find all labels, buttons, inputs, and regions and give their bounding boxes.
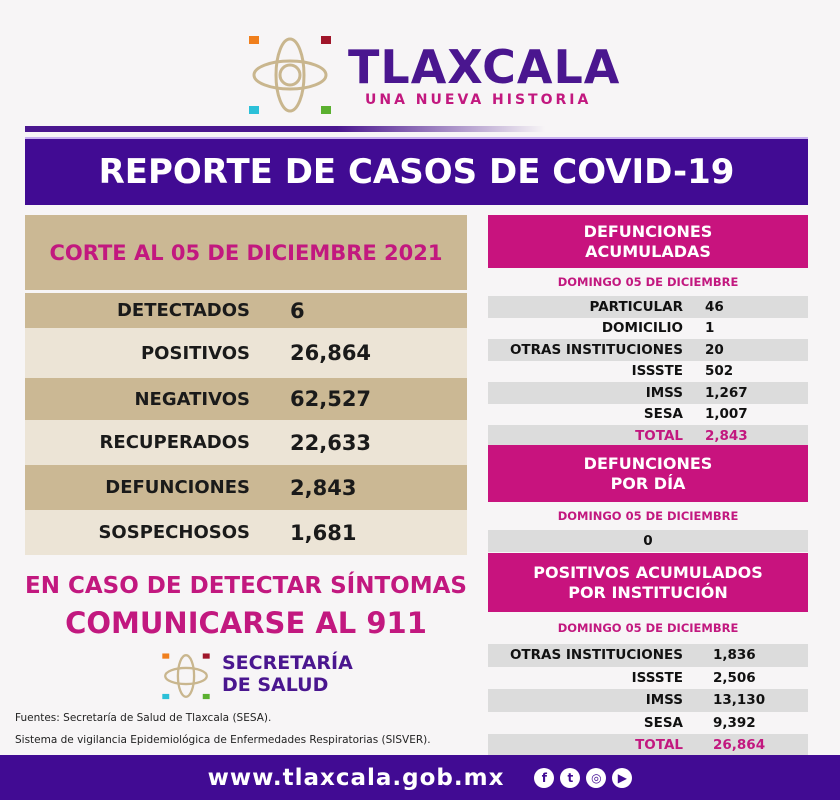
brand-tagline: UNA NUEVA HISTORIA — [365, 92, 592, 108]
table-row: OTRAS INSTITUCIONES 1,836 — [488, 644, 808, 667]
summary-row: DEFUNCIONES 2,843 — [25, 465, 467, 510]
section-header: DEFUNCIONES POR DÍA — [488, 445, 808, 502]
table-row: PARTICULAR 46 — [488, 296, 808, 318]
row-label: OTRAS INSTITUCIONES — [509, 647, 683, 664]
summary-row: SOSPECHOSOS 1,681 — [25, 510, 467, 555]
website-link[interactable]: www.tlaxcala.gob.mx — [207, 764, 505, 791]
row-label: TOTAL — [635, 737, 683, 754]
positives-panel: POSITIVOS ACUMULADOS POR INSTITUCIÓN DOMI… — [488, 553, 808, 757]
row-value: 26,864 — [290, 341, 372, 365]
secretaria-line: DE SALUD — [222, 674, 329, 696]
row-value: 9,392 — [713, 714, 756, 731]
row-label: ISSSTE — [631, 363, 683, 380]
row-value: 1,681 — [290, 520, 357, 545]
source-line: Fuentes: Secretaría de Salud de Tlaxcala… — [15, 712, 272, 724]
table-row: ISSSTE 2,506 — [488, 667, 808, 690]
header-line: POR DÍA — [610, 473, 686, 493]
warning-line2: COMUNICARSE AL 911 — [65, 606, 427, 640]
footer: www.tlaxcala.gob.mx f t ◎ ▶ — [0, 755, 840, 800]
header-line: ACUMULADAS — [585, 241, 711, 261]
row-label: DETECTADOS — [116, 300, 250, 321]
section-date: DOMINGO 05 DE DICIEMBRE — [557, 621, 739, 635]
row-value: 6 — [290, 298, 305, 323]
deaths-accumulated-panel: DEFUNCIONES ACUMULADAS DOMINGO 05 DE DICI… — [488, 215, 808, 447]
youtube-icon[interactable]: ▶ — [612, 767, 633, 788]
row-value: 20 — [705, 341, 724, 358]
header-line: POR INSTITUCIÓN — [568, 582, 728, 602]
row-label: RECUPERADOS — [99, 432, 250, 453]
deaths-per-day-panel: DEFUNCIONES POR DÍA DOMINGO 05 DE DICIEMB… — [488, 445, 808, 552]
row-value: 1,007 — [705, 406, 748, 423]
row-value: 2,843 — [290, 475, 357, 500]
row-value: 1 — [705, 320, 715, 337]
row-label: DEFUNCIONES — [105, 477, 250, 498]
header-line: POSITIVOS ACUMULADOS — [533, 562, 763, 582]
secretaria-line: SECRETARÍA — [222, 652, 353, 674]
row-value: 22,633 — [290, 430, 372, 455]
twitter-icon[interactable]: t — [560, 767, 581, 788]
page-title: REPORTE DE CASOS DE COVID-19 — [25, 137, 808, 205]
table-row: SESA 9,392 — [488, 712, 808, 735]
header-line: DEFUNCIONES — [583, 453, 713, 473]
row-label: PARTICULAR — [589, 298, 683, 315]
row-label: SESA — [643, 714, 683, 731]
row-label: OTRAS INSTITUCIONES — [509, 341, 683, 358]
row-label: POSITIVOS — [140, 342, 250, 364]
row-label: TOTAL — [635, 427, 683, 444]
row-value: 1,267 — [705, 384, 748, 401]
row-value: 502 — [705, 363, 734, 380]
summary-row: RECUPERADOS 22,633 — [25, 420, 467, 465]
row-value: 26,864 — [713, 737, 766, 754]
table-row: TOTAL 2,843 — [488, 425, 808, 447]
facebook-icon[interactable]: f — [534, 767, 555, 788]
row-label: DOMICILIO — [601, 320, 683, 337]
table-row: IMSS 1,267 — [488, 382, 808, 404]
table-row: TOTAL 26,864 — [488, 734, 808, 757]
source-line: Sistema de vigilancia Epidemiológica de … — [15, 734, 431, 746]
secretaria-logo — [162, 653, 210, 700]
section-header: POSITIVOS ACUMULADOS POR INSTITUCIÓN — [488, 553, 808, 612]
row-label: SESA — [643, 406, 683, 423]
warning-line1: EN CASO DE DETECTAR SÍNTOMAS — [25, 573, 467, 599]
row-value: 62,527 — [290, 387, 372, 411]
summary-row: POSITIVOS 26,864 — [25, 328, 467, 378]
row-value: 13,130 — [713, 692, 766, 709]
divider — [25, 126, 545, 132]
summary-title: CORTE AL 05 DE DICIEMBRE 2021 — [25, 215, 467, 290]
row-value: 2,506 — [713, 669, 756, 686]
row-value: 1,836 — [713, 647, 756, 664]
header-line: DEFUNCIONES — [583, 221, 713, 241]
section-date: DOMINGO 05 DE DICIEMBRE — [557, 509, 739, 523]
row-label: IMSS — [645, 384, 683, 401]
row-label: SOSPECHOSOS — [98, 522, 250, 543]
table-row: DOMICILIO 1 — [488, 318, 808, 340]
section-header: DEFUNCIONES ACUMULADAS — [488, 215, 808, 268]
table-row: OTRAS INSTITUCIONES 20 — [488, 339, 808, 361]
table-row: SESA 1,007 — [488, 404, 808, 426]
row-label: ISSSTE — [631, 669, 683, 686]
row-value: 2,843 — [705, 427, 748, 444]
row-value: 46 — [705, 298, 724, 315]
summary-row: NEGATIVOS 62,527 — [25, 378, 467, 420]
secretaria-name: SECRETARÍA DE SALUD — [222, 652, 353, 696]
deaths-day-value: 0 — [488, 530, 808, 552]
instagram-icon[interactable]: ◎ — [586, 767, 607, 788]
row-label: NEGATIVOS — [134, 388, 250, 410]
table-row: ISSSTE 502 — [488, 361, 808, 383]
brand-name: TLAXCALA — [348, 40, 621, 94]
summary-row: DETECTADOS 6 — [25, 293, 467, 328]
section-date: DOMINGO 05 DE DICIEMBRE — [557, 275, 739, 289]
row-label: IMSS — [645, 692, 683, 709]
table-row: IMSS 13,130 — [488, 689, 808, 712]
summary-panel: CORTE AL 05 DE DICIEMBRE 2021 DETECTADOS… — [25, 215, 467, 555]
tlaxcala-logo — [249, 36, 331, 114]
